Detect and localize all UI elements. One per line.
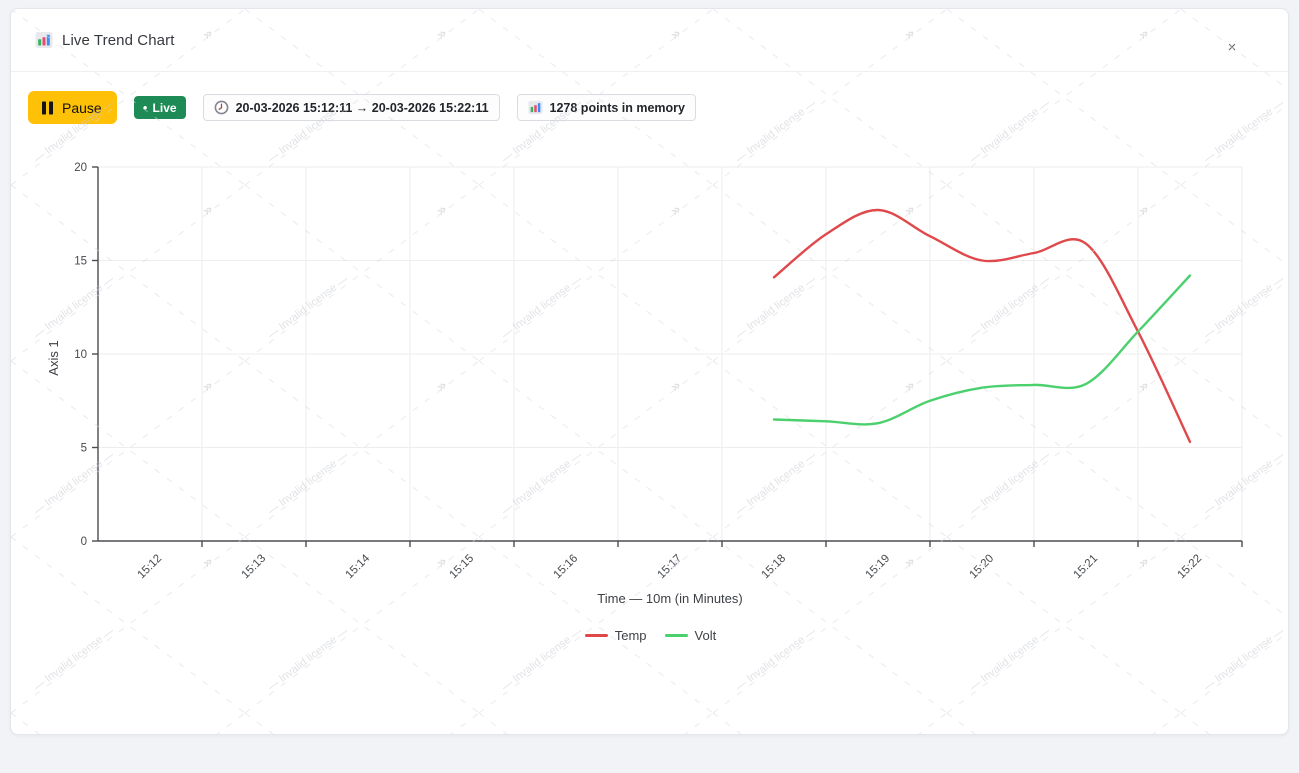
- y-tick-label: 15: [74, 256, 87, 268]
- clock-icon: [214, 100, 228, 115]
- x-tick-label: 15:17: [655, 552, 684, 581]
- x-tick-label: 15:13: [239, 552, 268, 581]
- y-tick-label: 20: [74, 162, 87, 174]
- points-count-value: 1278 points in memory: [549, 100, 685, 115]
- x-tick-label: 15:18: [759, 552, 788, 581]
- x-tick-label: 15:20: [967, 552, 996, 581]
- series-line-temp: [772, 208, 1192, 444]
- x-tick-label: 15:16: [551, 552, 580, 581]
- page-title: Live Trend Chart: [62, 31, 175, 49]
- card-header: Live Trend Chart: [11, 9, 1288, 72]
- points-in-memory-pill: 1278 points in memory: [516, 94, 696, 121]
- chart-grid: [98, 166, 1243, 541]
- y-tick-label: 10: [74, 349, 87, 361]
- bar-chart-icon: [35, 32, 53, 48]
- legend-item-volt[interactable]: Volt: [664, 627, 717, 643]
- x-tick-label: 15:15: [447, 552, 476, 581]
- time-range-pill: 20-03-2026 15:12:11 → 20-03-2026 15:22:1…: [202, 94, 500, 121]
- mini-bar-chart-icon: [527, 100, 543, 115]
- pause-icon: [42, 101, 53, 114]
- chart-axes: [92, 166, 1243, 547]
- y-tick-label: 0: [81, 536, 87, 548]
- pause-button[interactable]: Pause: [28, 91, 117, 124]
- x-tick-label: 15:19: [863, 552, 892, 581]
- legend-swatch-volt: [664, 633, 688, 637]
- chart-tick-labels: 0 5 10 15 20 15:12 15:13 15:14 15:15 15:16 15:17 15…: [74, 162, 1204, 581]
- live-status-badge: ● Live: [133, 96, 186, 119]
- x-tick-label: 15:14: [343, 552, 372, 581]
- series-line-volt: [772, 274, 1192, 426]
- legend-item-temp[interactable]: Temp: [584, 627, 647, 643]
- x-axis-title: Time — 10m (in Minutes): [597, 591, 742, 606]
- x-tick-label: 15:12: [135, 552, 164, 581]
- toolbar: Pause ● Live 20-03-2026 15:12:11 → 20-03…: [28, 91, 696, 124]
- y-axis-title: Axis 1: [46, 340, 61, 375]
- live-trend-card: Live Trend Chart × Pause ● Live 20-: [10, 8, 1289, 735]
- x-tick-label: 15:22: [1175, 552, 1204, 581]
- y-tick-label: 5: [81, 443, 87, 455]
- x-tick-label: 15:21: [1071, 552, 1100, 581]
- time-range-value: 20-03-2026 15:12:11 → 20-03-2026 15:22:1…: [235, 100, 489, 115]
- pause-button-label: Pause: [62, 99, 102, 116]
- legend-label-temp: Temp: [614, 627, 647, 643]
- chart-legend: Temp Volt: [11, 624, 1288, 646]
- legend-label-volt: Volt: [694, 627, 717, 643]
- legend-swatch-temp: [584, 633, 608, 637]
- live-dot-icon: ●: [142, 102, 148, 112]
- live-badge-label: Live: [152, 100, 177, 115]
